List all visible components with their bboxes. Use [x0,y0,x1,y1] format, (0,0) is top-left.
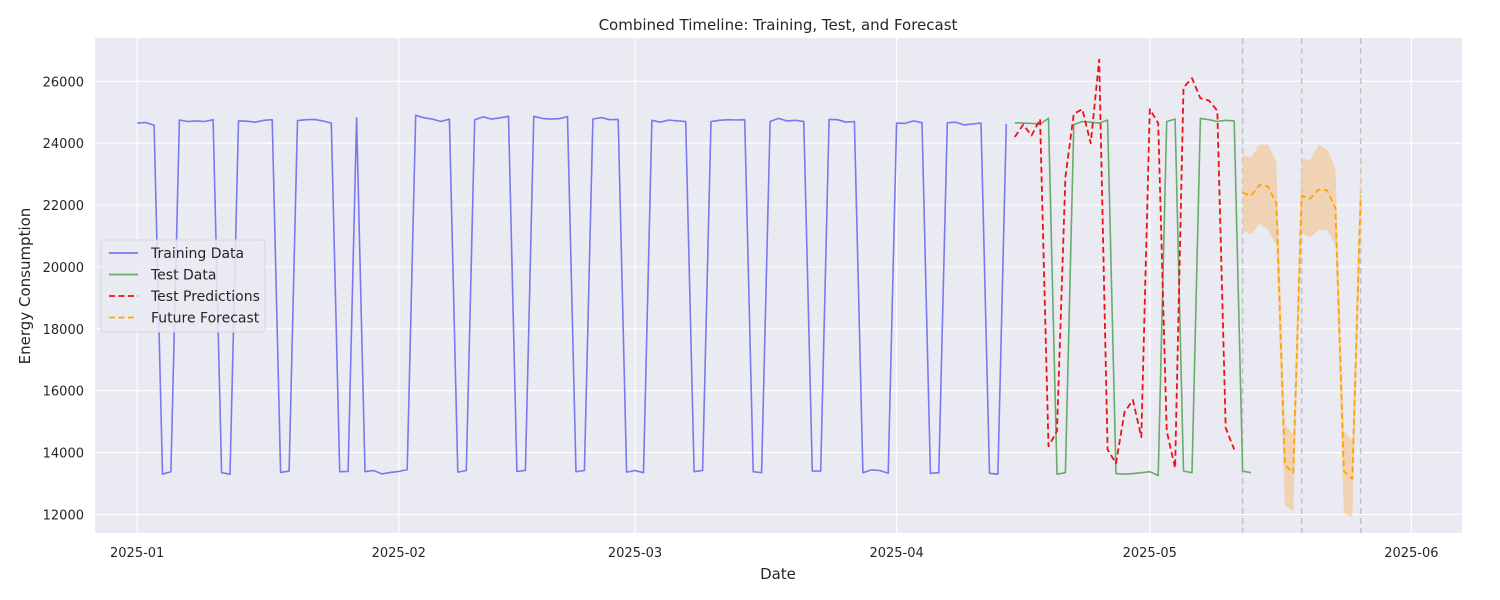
y-tick-label: 20000 [43,261,84,276]
x-tick-label: 2025-03 [608,546,662,561]
legend-frame [100,239,266,333]
series-future-forecast [1242,184,1362,480]
chart-title: Combined Timeline: Training, Test, and F… [599,16,958,34]
plot-background [95,38,1462,533]
y-tick-label: 18000 [43,323,84,338]
x-tick-label: 2025-01 [110,546,164,561]
confidence-band [1242,144,1361,518]
x-tick-label: 2025-04 [869,546,923,561]
y-tick-label: 24000 [43,137,84,152]
forecast-confidence-band [1242,144,1361,518]
y-tick-label: 16000 [43,385,84,400]
y-tick-label: 22000 [43,199,84,214]
legend: Training Data Test Data Test Predictions Fu… [100,239,266,333]
y-axis-label: Energy Consumption [16,208,34,365]
grid-lines [95,38,1462,533]
y-tick-label: 26000 [43,75,84,90]
legend-label: Test Predictions [150,289,260,305]
series-test-predictions [1014,58,1236,469]
y-tick-label: 12000 [43,508,84,523]
legend-label: Training Data [150,246,244,262]
x-tick-label: 2025-06 [1384,546,1438,561]
series-training-data [137,114,1008,476]
x-axis-label: Date [760,565,796,583]
series-lines [137,58,1362,480]
y-axis-ticks: 12000 14000 16000 18000 20000 22000 24000 26000 [43,75,84,523]
x-axis-ticks: 2025-01 2025-02 2025-03 2025-04 2025-05 2025-… [110,546,1439,561]
legend-label: Future Forecast [151,311,260,327]
series-test-data [1014,117,1252,477]
x-tick-label: 2025-02 [372,546,426,561]
legend-label: Test Data [150,268,216,284]
x-tick-label: 2025-05 [1123,546,1177,561]
y-tick-label: 14000 [43,447,84,462]
